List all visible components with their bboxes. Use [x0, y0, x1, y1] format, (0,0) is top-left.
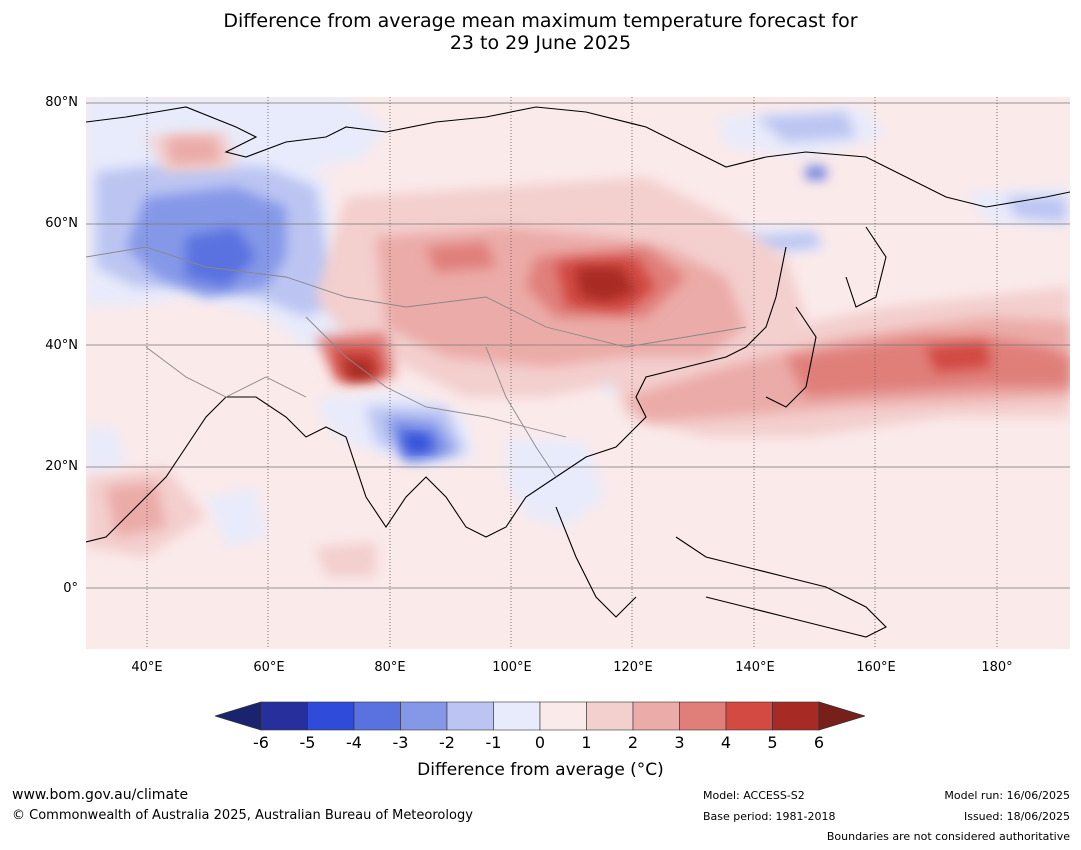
website-link[interactable]: www.bom.gov.au/climate — [12, 787, 189, 803]
colorbar-tick-label: 4 — [720, 733, 732, 752]
lat-label-20n: 20°N — [45, 459, 78, 474]
colorbar-tick-label: 0 — [534, 733, 546, 752]
country-borders — [85, 246, 747, 478]
colorbar-tick-label: 6 — [813, 733, 825, 752]
lon-label-120e: 120°E — [613, 660, 653, 675]
colorbar — [215, 701, 865, 731]
colorbar-over-arrow — [818, 701, 865, 731]
colorbar-cell — [400, 701, 448, 731]
lon-label-180: 180° — [981, 660, 1013, 675]
colorbar-tick-label: 1 — [581, 733, 592, 752]
lon-label-80e: 80°E — [374, 660, 406, 675]
colorbar-tick-label: -3 — [392, 733, 409, 752]
copyright-text: © Commonwealth of Australia 2025, Austra… — [12, 808, 473, 823]
lon-label-60e: 60°E — [253, 660, 285, 675]
colorbar-tick-label: -4 — [346, 733, 362, 752]
colorbar-cell — [260, 701, 308, 731]
map-canvas — [85, 97, 1071, 649]
colorbar-tick-label: -2 — [439, 733, 455, 752]
lon-label-100e: 100°E — [492, 660, 532, 675]
colorbar-cell — [679, 701, 727, 731]
title-line-2: 23 to 29 June 2025 — [449, 32, 632, 54]
model-name: Model: ACCESS-S2 — [703, 789, 805, 802]
lon-label-140e: 140°E — [735, 660, 775, 675]
colorbar-under-arrow — [215, 701, 262, 731]
colorbar-cell — [632, 701, 680, 731]
colorbar-tick-label: -5 — [299, 733, 316, 752]
map-title: Difference from average mean maximum tem… — [0, 10, 1081, 54]
title-line-1: Difference from average mean maximum tem… — [223, 10, 858, 32]
colorbar-tick-label: 3 — [674, 733, 685, 752]
lon-label-40e: 40°E — [131, 660, 163, 675]
temperature-anomaly-map — [85, 97, 1071, 649]
lat-label-0: 0° — [63, 581, 78, 596]
colorbar-tick-label: -1 — [485, 733, 502, 752]
colorbar-cell — [539, 701, 587, 731]
colorbar-tick-label: 2 — [627, 733, 639, 752]
base-period: Base period: 1981-2018 — [703, 810, 836, 823]
lat-label-40n: 40°N — [45, 338, 78, 353]
colorbar-tick-label: -6 — [253, 733, 269, 752]
colorbar-cell — [725, 701, 773, 731]
colorbar-tick-label: 5 — [767, 733, 778, 752]
colorbar-cell — [353, 701, 401, 731]
lat-label-80n: 80°N — [45, 95, 78, 110]
boundaries-disclaimer: Boundaries are not considered authoritat… — [826, 830, 1070, 843]
lon-label-160e: 160°E — [856, 660, 896, 675]
map-gridlines — [86, 102, 1070, 589]
colorbar-label: Difference from average (°C) — [417, 760, 664, 780]
lat-label-60n: 60°N — [45, 216, 78, 231]
colorbar-cell — [493, 701, 541, 731]
model-run-date: Model run: 16/06/2025 — [944, 789, 1070, 802]
coastlines — [85, 106, 1071, 638]
colorbar-cell — [772, 701, 820, 731]
issued-date: Issued: 18/06/2025 — [963, 810, 1070, 823]
colorbar-cell — [586, 701, 634, 731]
colorbar-cell — [307, 701, 355, 731]
colorbar-cell — [446, 701, 494, 731]
